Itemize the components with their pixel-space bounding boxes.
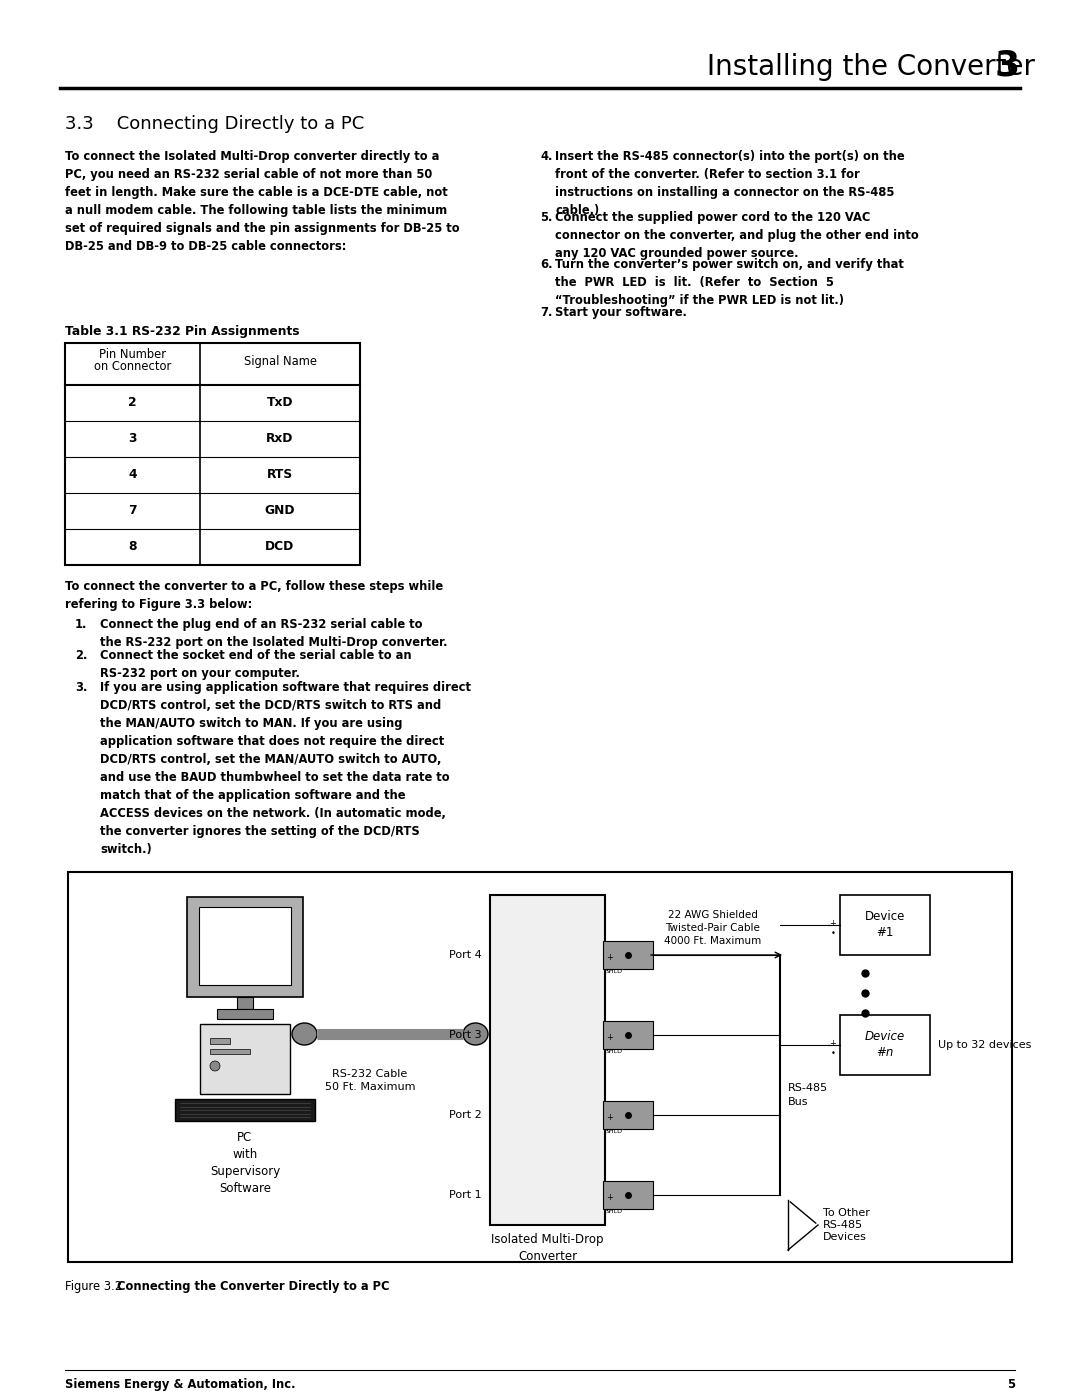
Bar	[187, 897, 303, 997]
Text: Table 3.1 RS-232 Pin Assignments: Table 3.1 RS-232 Pin Assignments	[65, 326, 299, 338]
Text: DCD: DCD	[266, 541, 295, 553]
Bar	[65, 344, 360, 564]
Text: Connect the supplied power cord to the 120 VAC
connector on the converter, and p: Connect the supplied power cord to the 1…	[555, 211, 919, 260]
Text: 8: 8	[129, 541, 137, 553]
Text: SHLD: SHLD	[606, 1049, 623, 1053]
Text: Start your software.: Start your software.	[555, 306, 687, 319]
Text: .: .	[606, 1044, 609, 1053]
Text: Pin Number: Pin Number	[99, 348, 166, 360]
Bar	[603, 1021, 653, 1049]
Bar	[68, 872, 1012, 1261]
Bar	[199, 907, 291, 985]
Text: +: +	[606, 1193, 612, 1201]
Ellipse shape	[463, 1023, 488, 1045]
Text: SHLD: SHLD	[606, 1129, 623, 1134]
Text: •: •	[832, 929, 836, 937]
Text: SHLD: SHLD	[606, 1208, 623, 1214]
Text: +: +	[829, 919, 836, 928]
Text: Isolated Multi-Drop
Converter: Isolated Multi-Drop Converter	[491, 1234, 604, 1263]
Bar	[490, 895, 605, 1225]
Text: 2.: 2.	[75, 650, 87, 662]
Bar	[840, 895, 930, 956]
Text: 22 AWG Shielded
Twisted-Pair Cable
4000 Ft. Maximum: 22 AWG Shielded Twisted-Pair Cable 4000 …	[664, 909, 761, 946]
Ellipse shape	[292, 1023, 318, 1045]
Text: Connect the socket end of the serial cable to an
RS-232 port on your computer.: Connect the socket end of the serial cab…	[100, 650, 411, 680]
Bar	[200, 1024, 291, 1094]
Text: Device
#n: Device #n	[865, 1031, 905, 1059]
Text: on Connector: on Connector	[94, 360, 171, 373]
Text: 5.: 5.	[540, 211, 552, 224]
Text: PC
with
Supervisory
Software: PC with Supervisory Software	[210, 1132, 280, 1194]
Text: Connect the plug end of an RS-232 serial cable to
the RS-232 port on the Isolate: Connect the plug end of an RS-232 serial…	[100, 617, 447, 650]
Text: 1.: 1.	[75, 617, 87, 631]
Bar	[210, 1038, 230, 1044]
Bar	[210, 1049, 249, 1053]
Text: 5: 5	[1007, 1377, 1015, 1391]
Text: .: .	[606, 1203, 609, 1213]
Text: Port 2: Port 2	[449, 1111, 482, 1120]
Text: 2: 2	[129, 397, 137, 409]
Text: TxD: TxD	[267, 397, 294, 409]
Text: Turn the converter’s power switch on, and verify that
the  PWR  LED  is  lit.  (: Turn the converter’s power switch on, an…	[555, 258, 904, 307]
Text: Installing the Converter: Installing the Converter	[698, 53, 1035, 81]
Text: Port 3: Port 3	[449, 1030, 482, 1039]
Text: Port 4: Port 4	[449, 950, 482, 960]
Text: SHLD: SHLD	[606, 970, 623, 974]
Text: Up to 32 devices: Up to 32 devices	[939, 1039, 1031, 1051]
Text: +: +	[606, 953, 612, 963]
Text: To connect the Isolated Multi-Drop converter directly to a
PC, you need an RS-23: To connect the Isolated Multi-Drop conve…	[65, 149, 460, 253]
Text: Connecting the Converter Directly to a PC: Connecting the Converter Directly to a P…	[117, 1280, 390, 1294]
Bar	[603, 942, 653, 970]
Text: +: +	[829, 1039, 836, 1048]
Text: 7.: 7.	[540, 306, 552, 319]
Text: .: .	[606, 1123, 609, 1133]
Bar	[237, 997, 253, 1009]
Text: 4.: 4.	[540, 149, 552, 163]
Text: RxD: RxD	[267, 433, 294, 446]
Text: 6.: 6.	[540, 258, 553, 271]
Text: 3: 3	[129, 433, 137, 446]
Bar	[175, 1099, 315, 1120]
Circle shape	[210, 1060, 220, 1071]
Text: RS-485
Bus: RS-485 Bus	[788, 1084, 828, 1106]
Bar	[603, 1101, 653, 1129]
Text: .: .	[606, 963, 609, 972]
Text: Device
#1: Device #1	[865, 911, 905, 940]
Text: To connect the converter to a PC, follow these steps while
refering to Figure 3.: To connect the converter to a PC, follow…	[65, 580, 443, 610]
Text: To Other
RS-485
Devices: To Other RS-485 Devices	[823, 1207, 869, 1242]
Text: Insert the RS-485 connector(s) into the port(s) on the
front of the converter. (: Insert the RS-485 connector(s) into the …	[555, 149, 905, 217]
Bar	[217, 1009, 273, 1018]
Text: +: +	[606, 1032, 612, 1042]
Bar	[840, 1016, 930, 1076]
Text: Siemens Energy & Automation, Inc.: Siemens Energy & Automation, Inc.	[65, 1377, 296, 1391]
Text: Port 1: Port 1	[449, 1190, 482, 1200]
Text: 3: 3	[995, 47, 1020, 82]
Text: +: +	[606, 1113, 612, 1122]
Text: •: •	[832, 1049, 836, 1058]
Text: Signal Name: Signal Name	[243, 355, 316, 367]
Text: RTS: RTS	[267, 468, 293, 482]
Text: 7: 7	[129, 504, 137, 517]
Text: 3.: 3.	[75, 680, 87, 694]
Text: Figure 3.2: Figure 3.2	[65, 1280, 125, 1294]
Text: 3.3    Connecting Directly to a PC: 3.3 Connecting Directly to a PC	[65, 115, 364, 133]
Text: 4: 4	[129, 468, 137, 482]
Bar	[603, 1180, 653, 1208]
Text: RS-232 Cable
50 Ft. Maximum: RS-232 Cable 50 Ft. Maximum	[325, 1069, 415, 1092]
Text: GND: GND	[265, 504, 295, 517]
Text: If you are using application software that requires direct
DCD/RTS control, set : If you are using application software th…	[100, 680, 471, 856]
